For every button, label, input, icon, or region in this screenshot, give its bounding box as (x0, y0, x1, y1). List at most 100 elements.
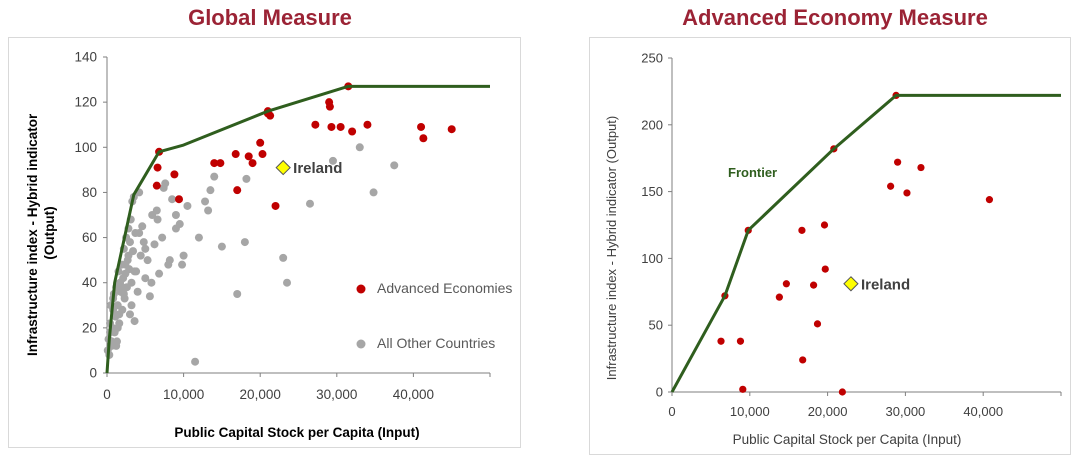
global-series-1-point (305, 199, 314, 208)
global-series-1-point (147, 278, 156, 287)
global-series-1-point (283, 278, 292, 287)
advanced-y-axis-label: Infrastructure index - Hybrid indicator … (604, 116, 619, 380)
advanced-series-0-point (717, 337, 725, 345)
global-series-1-point (118, 283, 127, 292)
global-series-0-point (348, 127, 357, 136)
global-y-tick-label: 100 (74, 140, 97, 155)
global-series-1-point (119, 290, 128, 298)
global-series-0-point (311, 120, 320, 129)
global-series-0-point (325, 102, 334, 111)
global-series-1-point (183, 201, 192, 210)
advanced-x-tick-label: 0 (668, 404, 675, 419)
global-series-1-point (159, 183, 168, 192)
advanced-series-0-point (903, 189, 911, 197)
global-y-tick-label: 80 (82, 185, 97, 200)
global-series-1-point (168, 195, 177, 204)
global-y-tick-label: 20 (82, 320, 97, 335)
advanced-economy-panel: 0 10,000 20,000 30,000 40,000 0 50 100 150 200 250… (589, 37, 1071, 455)
frontier-label: Frontier (728, 165, 777, 180)
global-measure-panel: 0 10,000 20,000 30,000 40,000 0 20 40 60 80 100 120… (8, 37, 521, 448)
global-series-1-point (158, 233, 167, 242)
global-series-0-point (363, 120, 372, 129)
global-x-tick-label: 20,000 (240, 387, 281, 402)
global-y-tick-label: 140 (74, 50, 97, 65)
global-series-1-point (139, 238, 148, 247)
global-series-0-point (233, 186, 242, 195)
global-series-1-point (206, 186, 215, 195)
global-series-1-point (204, 206, 213, 215)
global-x-tick-label: 30,000 (316, 387, 357, 402)
global-series-1-point (150, 240, 159, 249)
global-series-1-point (240, 238, 249, 247)
legend-other-dot (356, 339, 366, 349)
global-series-1-point (121, 260, 130, 269)
advanced-series-0-point (782, 280, 790, 288)
global-y-axis-label-line1: Infrastructure index - Hybrid indicator (25, 113, 40, 356)
global-series-0-point (170, 170, 179, 179)
global-series-0-point (244, 152, 253, 161)
advanced-ireland-label: Ireland (861, 276, 910, 293)
advanced-series-0-point (736, 337, 745, 345)
global-series-0-point (417, 122, 426, 131)
global-series-1-point (136, 251, 145, 260)
global-series-1-point (155, 269, 164, 278)
global-series-1-point (138, 222, 147, 231)
advanced-series-0-point (917, 163, 925, 172)
legend-other-label: All Other Countries (377, 335, 495, 351)
global-series-1-point (141, 244, 150, 253)
global-series-1-point (125, 310, 134, 319)
advanced-y-tick-label: 50 (649, 318, 663, 333)
global-series-1-point (390, 161, 399, 170)
global-series-1-point (233, 290, 242, 298)
advanced-series-0-point (820, 221, 829, 229)
global-series-0-point (248, 159, 257, 168)
global-series-1-point (210, 172, 219, 181)
global-series-1-point (127, 301, 136, 310)
advanced-frontier-line (670, 93, 1061, 393)
global-series-1-point (175, 220, 184, 229)
global-series-1-point (153, 215, 162, 224)
global-measure-chart: 0 10,000 20,000 30,000 40,000 0 20 40 60 80 100 120… (25, 50, 512, 441)
global-series-0-point (258, 150, 267, 159)
global-series-1-point (191, 357, 200, 366)
advanced-y-tick-label: 200 (641, 117, 663, 132)
global-x-axis-label: Public Capital Stock per Capita (Input) (174, 425, 419, 440)
global-series-0-point (336, 122, 345, 131)
legend-advanced-dot (356, 284, 366, 294)
advanced-series-0-point (985, 196, 994, 204)
advanced-series-0-point (775, 293, 783, 301)
global-ireland-label: Ireland (293, 160, 342, 177)
advanced-economy-title: Advanced Economy Measure (682, 5, 988, 30)
advanced-x-axis-label: Public Capital Stock per Capita (Input) (733, 432, 962, 447)
advanced-y-tick-label: 150 (641, 184, 663, 199)
global-y-tick-label: 120 (74, 95, 97, 110)
advanced-series-0-point (821, 265, 829, 273)
global-series-1-point (145, 292, 154, 301)
global-series-1-point (125, 238, 134, 247)
global-series-0-point (327, 122, 336, 131)
global-series-1-point (165, 256, 174, 265)
global-series-0-point (447, 125, 456, 134)
global-series-1-point (124, 251, 133, 260)
advanced-y-tick-label: 250 (641, 51, 663, 66)
global-series-0-point (419, 134, 428, 143)
global-series-1-point (141, 274, 150, 283)
global-plot-area: 0 10,000 20,000 30,000 40,000 0 20 40 60 80 100 120… (74, 50, 491, 402)
advanced-series-0-point (799, 356, 807, 364)
global-series-0-point (231, 150, 240, 159)
global-series-1-point (242, 174, 251, 183)
legend-advanced-label: Advanced Economies (377, 280, 512, 296)
global-series-1-point (143, 256, 152, 265)
global-series-0-point (175, 195, 184, 204)
global-series-1-point (171, 211, 180, 219)
global-series-1-point (355, 143, 364, 152)
global-y-tick-label: 40 (82, 275, 97, 290)
global-series-1-point (201, 197, 210, 206)
global-series-1-point (135, 229, 144, 238)
advanced-plot-area: 0 10,000 20,000 30,000 40,000 0 50 100 150 200 250… (641, 51, 1062, 419)
advanced-ireland-marker (843, 276, 859, 292)
global-series-1-point (179, 251, 188, 260)
global-y-tick-label: 60 (82, 230, 97, 245)
global-series-0-point (271, 201, 280, 210)
global-series-0-point (216, 159, 225, 168)
